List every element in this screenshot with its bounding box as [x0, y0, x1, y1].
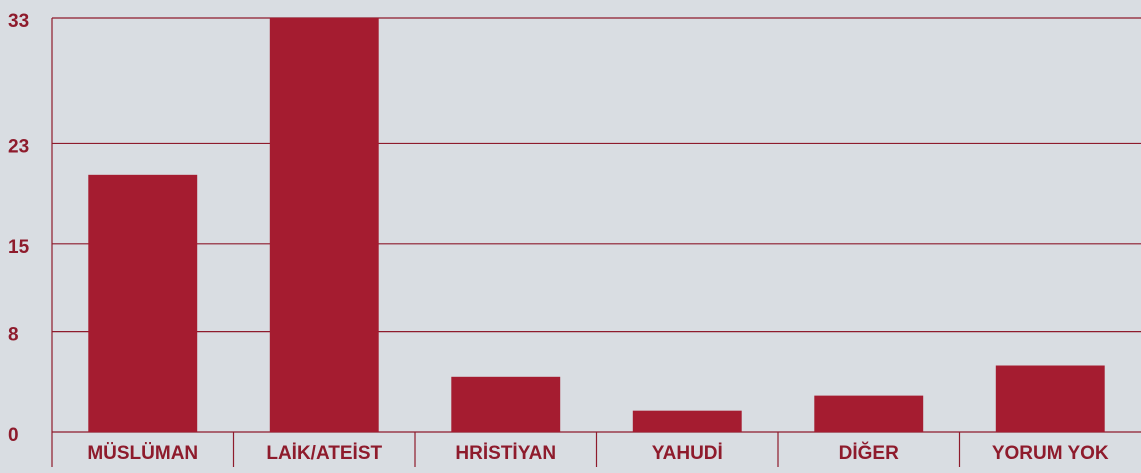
- y-tick-label: 8: [8, 325, 19, 346]
- bar: [269, 18, 379, 432]
- x-tick-label: YAHUDİ: [652, 443, 723, 464]
- bar: [632, 410, 742, 432]
- x-tick-label: HRİSTİYAN: [455, 443, 556, 464]
- x-tick-label: DİĞER: [839, 442, 899, 464]
- y-tick-label: 23: [8, 136, 29, 157]
- x-tick-label: LAİK/ATEİST: [266, 443, 382, 464]
- bar: [88, 174, 198, 432]
- x-tick-label: MÜSLÜMAN: [87, 443, 198, 464]
- bar: [995, 365, 1105, 432]
- bar: [814, 395, 924, 432]
- y-tick-label: 15: [8, 237, 30, 258]
- y-tick-label: 0: [8, 425, 19, 446]
- bar: [451, 376, 561, 432]
- x-tick-label: YORUM YOK: [992, 443, 1109, 464]
- y-tick-label: 33: [8, 11, 29, 32]
